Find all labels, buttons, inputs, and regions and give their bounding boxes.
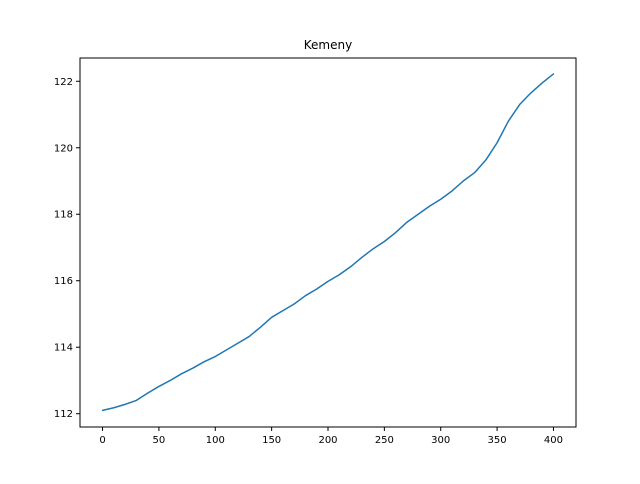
x-tick-label: 200 <box>318 435 337 446</box>
x-tick-label: 150 <box>262 435 281 446</box>
chart-title: Kemeny <box>304 38 352 52</box>
y-tick-label: 120 <box>54 143 73 154</box>
x-tick-label: 100 <box>206 435 225 446</box>
y-tick-label: 122 <box>54 77 73 88</box>
x-axis: 0 50 100 150 200 250 300 350 400 <box>99 427 563 446</box>
y-axis: 112 114 116 118 120 122 <box>54 77 80 420</box>
y-tick-label: 116 <box>54 276 73 287</box>
series-line <box>101 73 555 412</box>
y-tick-label: 114 <box>54 343 73 354</box>
y-tick-label: 112 <box>54 409 73 420</box>
x-tick-label: 350 <box>488 435 507 446</box>
x-tick-label: 50 <box>153 435 166 446</box>
series-layer <box>101 73 555 412</box>
x-tick-label: 250 <box>375 435 394 446</box>
y-tick-label: 118 <box>54 210 73 221</box>
x-tick-label: 0 <box>99 435 105 446</box>
x-tick-label: 300 <box>431 435 450 446</box>
x-tick-label: 400 <box>544 435 563 446</box>
